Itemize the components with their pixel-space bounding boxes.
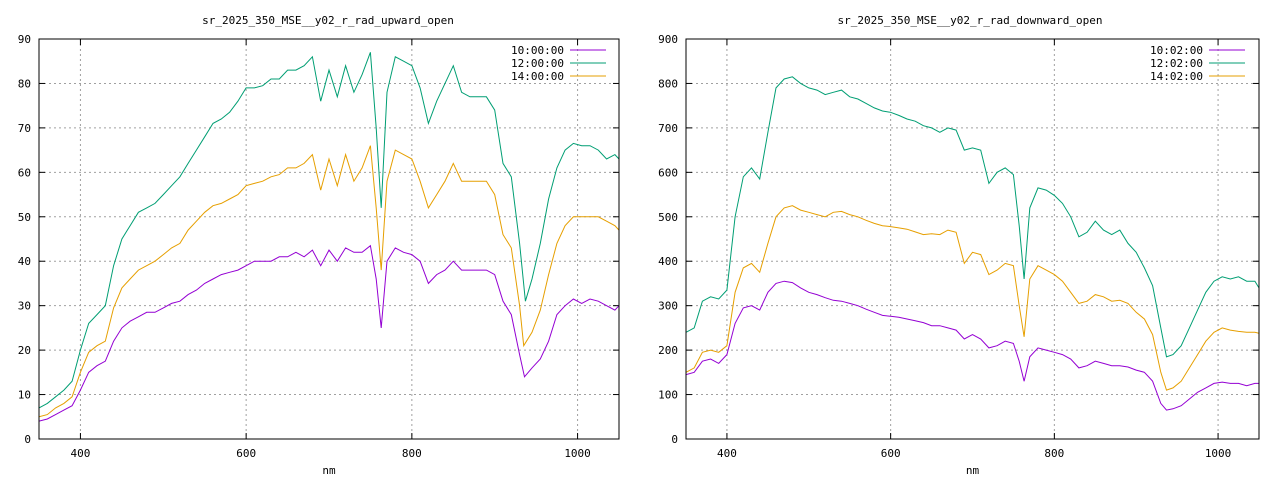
legend-label: 14:02:00: [1150, 70, 1203, 83]
y-tick-label: 80: [18, 77, 31, 90]
y-tick-label: 400: [658, 255, 678, 268]
y-tick-label: 600: [658, 166, 678, 179]
y-tick-label: 200: [658, 344, 678, 357]
x-tick-label: 400: [70, 447, 90, 460]
chart-panel-1: sr_2025_350_MSE__y02_r_rad_upward_open 0 1…: [18, 14, 620, 477]
chart-title: sr_2025_350_MSE__y02_r_rad_upward_open: [202, 14, 454, 27]
series-line-100200: [686, 280, 1259, 411]
y-tick-label: 500: [658, 211, 678, 224]
y-tick-label: 10: [18, 389, 31, 402]
y-tick-label: 0: [671, 433, 678, 446]
x-axis-label: nm: [966, 464, 980, 477]
series-line-100000: [39, 244, 619, 422]
legend-label: 12:00:00: [511, 57, 564, 70]
y-tick-label: 900: [658, 33, 678, 46]
series-line-140200: [686, 205, 1259, 391]
x-tick-label: 600: [236, 447, 256, 460]
x-axis-label: nm: [322, 464, 336, 477]
series-line-120200: [686, 76, 1259, 358]
x-tick-label: 400: [717, 447, 737, 460]
x-tick-label: 1000: [564, 447, 591, 460]
y-tick-label: 60: [18, 166, 31, 179]
x-tick-label: 800: [1044, 447, 1064, 460]
chart-panel-2: sr_2025_350_MSE__y02_r_rad_downward_open…: [658, 14, 1260, 477]
y-tick-label: 20: [18, 344, 31, 357]
y-tick-label: 50: [18, 211, 31, 224]
legend-label: 10:02:00: [1150, 44, 1203, 57]
y-tick-label: 800: [658, 77, 678, 90]
y-tick-label: 0: [24, 433, 31, 446]
legend-label: 14:00:00: [511, 70, 564, 83]
y-tick-label: 90: [18, 33, 31, 46]
y-tick-label: 700: [658, 122, 678, 135]
x-tick-label: 800: [402, 447, 422, 460]
x-tick-label: 600: [881, 447, 901, 460]
y-tick-label: 30: [18, 300, 31, 313]
series-line-140000: [39, 145, 619, 418]
series-line-120000: [39, 52, 619, 409]
plot-frame: [38, 38, 620, 440]
y-tick-label: 300: [658, 300, 678, 313]
chart-title: sr_2025_350_MSE__y02_r_rad_downward_open: [838, 14, 1103, 27]
legend-label: 10:00:00: [511, 44, 564, 57]
plot-frame: [685, 38, 1260, 440]
y-tick-label: 40: [18, 255, 31, 268]
y-tick-label: 100: [658, 389, 678, 402]
y-tick-label: 70: [18, 122, 31, 135]
x-tick-label: 1000: [1205, 447, 1232, 460]
legend-label: 12:02:00: [1150, 57, 1203, 70]
